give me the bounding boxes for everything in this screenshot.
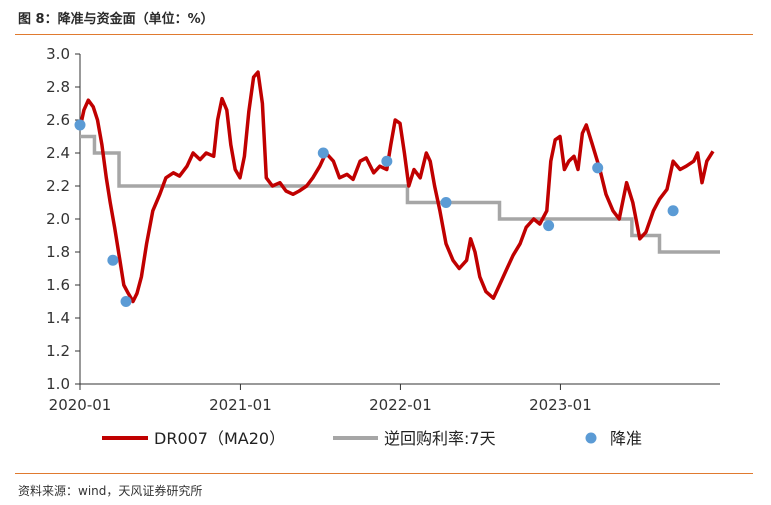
y-tick-label: 1.8 [46,243,70,261]
figure-title: 图 8：降准与资金面（单位：%） [18,12,214,27]
y-tick-label: 1.6 [46,276,70,294]
rrr-cut-point [317,147,329,159]
y-tick-label: 2.6 [46,111,70,129]
legend: DR007（MA20） 逆回购利率:7天 降准 [102,429,642,448]
y-tick-label: 2.2 [46,177,70,195]
legend-label-dr007: DR007（MA20） [154,429,285,448]
rrr-cut-point [107,254,119,266]
rrr-cut-point [440,197,452,208]
y-tick-label: 1.0 [46,375,70,393]
x-tick-label: 2020-01 [49,396,112,414]
rrr-cut-point [543,220,555,232]
rrr-cut-point [592,162,604,174]
y-tick-label: 1.4 [46,309,70,327]
line-chart: 1.0 1.2 1.4 1.6 1.8 2.0 2.2 2.4 2.6 2.8 3.0 2020-0… [46,45,720,448]
top-divider [15,34,753,35]
rrr-cut-point [120,296,132,307]
rrr-cut-point [381,155,393,167]
dr007-line [78,70,715,304]
y-tick-label: 2.8 [46,78,70,96]
y-axis: 1.0 1.2 1.4 1.6 1.8 2.0 2.2 2.4 2.6 2.8 3.0 [46,45,81,393]
x-tick-label: 2023-01 [529,396,592,414]
x-tick-label: 2021-01 [209,396,272,414]
y-tick-label: 2.0 [46,210,70,228]
reverse-repo-rate-line [80,134,720,254]
y-tick-label: 2.4 [46,144,70,162]
source-note: 资料来源：wind，天风证券研究所 [18,484,203,498]
legend-swatch-rrr-cut [585,432,597,444]
x-tick-label: 2022-01 [369,396,432,414]
rrr-cut-point [667,205,679,217]
legend-label-rrr-cut: 降准 [610,429,642,448]
y-tick-label: 3.0 [46,45,70,63]
rrr-cut-point [74,119,86,131]
series-layer [74,70,720,307]
y-tick-label: 1.2 [46,342,70,360]
legend-label-reverse-repo: 逆回购利率:7天 [384,429,496,448]
x-axis: 2020-01 2021-01 2022-01 2023-01 [49,383,720,414]
bottom-divider [15,473,753,474]
